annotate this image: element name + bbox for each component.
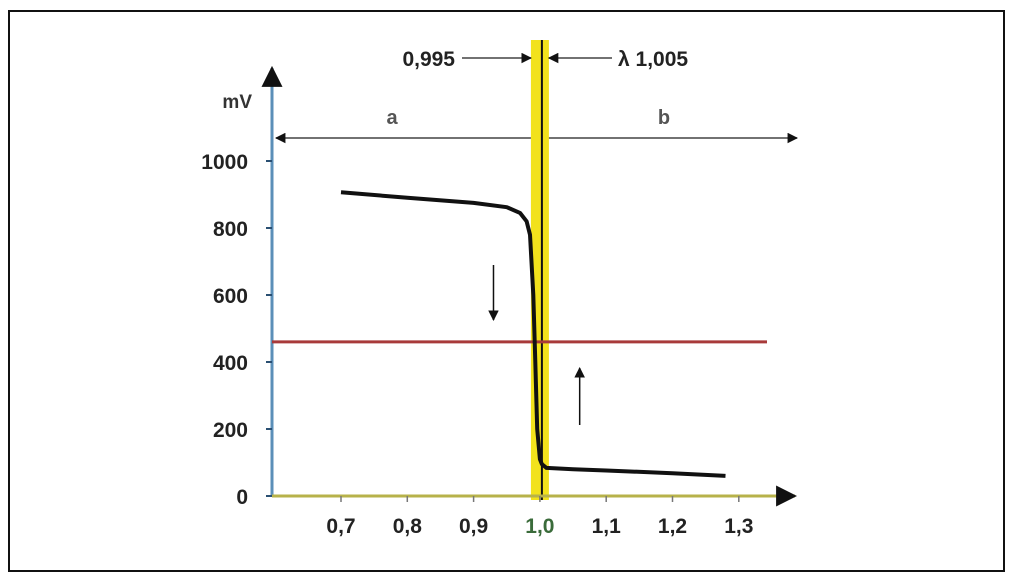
x-tick-label: 1,2: [658, 515, 687, 538]
chart-frame: [8, 10, 1005, 572]
y-tick-label: 400: [213, 352, 248, 375]
x-tick-label: 0,9: [459, 515, 488, 538]
y-tick-label: 600: [213, 285, 248, 308]
y-tick-label: 200: [213, 419, 248, 442]
y-tick-label: 1000: [201, 151, 248, 174]
band-label-left: 0,995: [402, 48, 455, 71]
x-tick-label: 1,3: [724, 515, 753, 538]
band-label-right: λ 1,005: [618, 48, 688, 71]
x-tick-label: 1,1: [592, 515, 622, 538]
y-tick-label: 800: [213, 218, 248, 241]
voltage-curve: [340, 190, 726, 478]
region-label-b: b: [658, 107, 670, 129]
region-label-a: a: [386, 107, 398, 129]
x-tick-label: 0,7: [326, 515, 355, 538]
x-tick-label: 0,8: [393, 515, 423, 538]
y-axis-label: mV: [222, 92, 252, 113]
x-tick-label: 1,0: [525, 515, 554, 538]
y-tick-label: 0: [236, 486, 248, 509]
